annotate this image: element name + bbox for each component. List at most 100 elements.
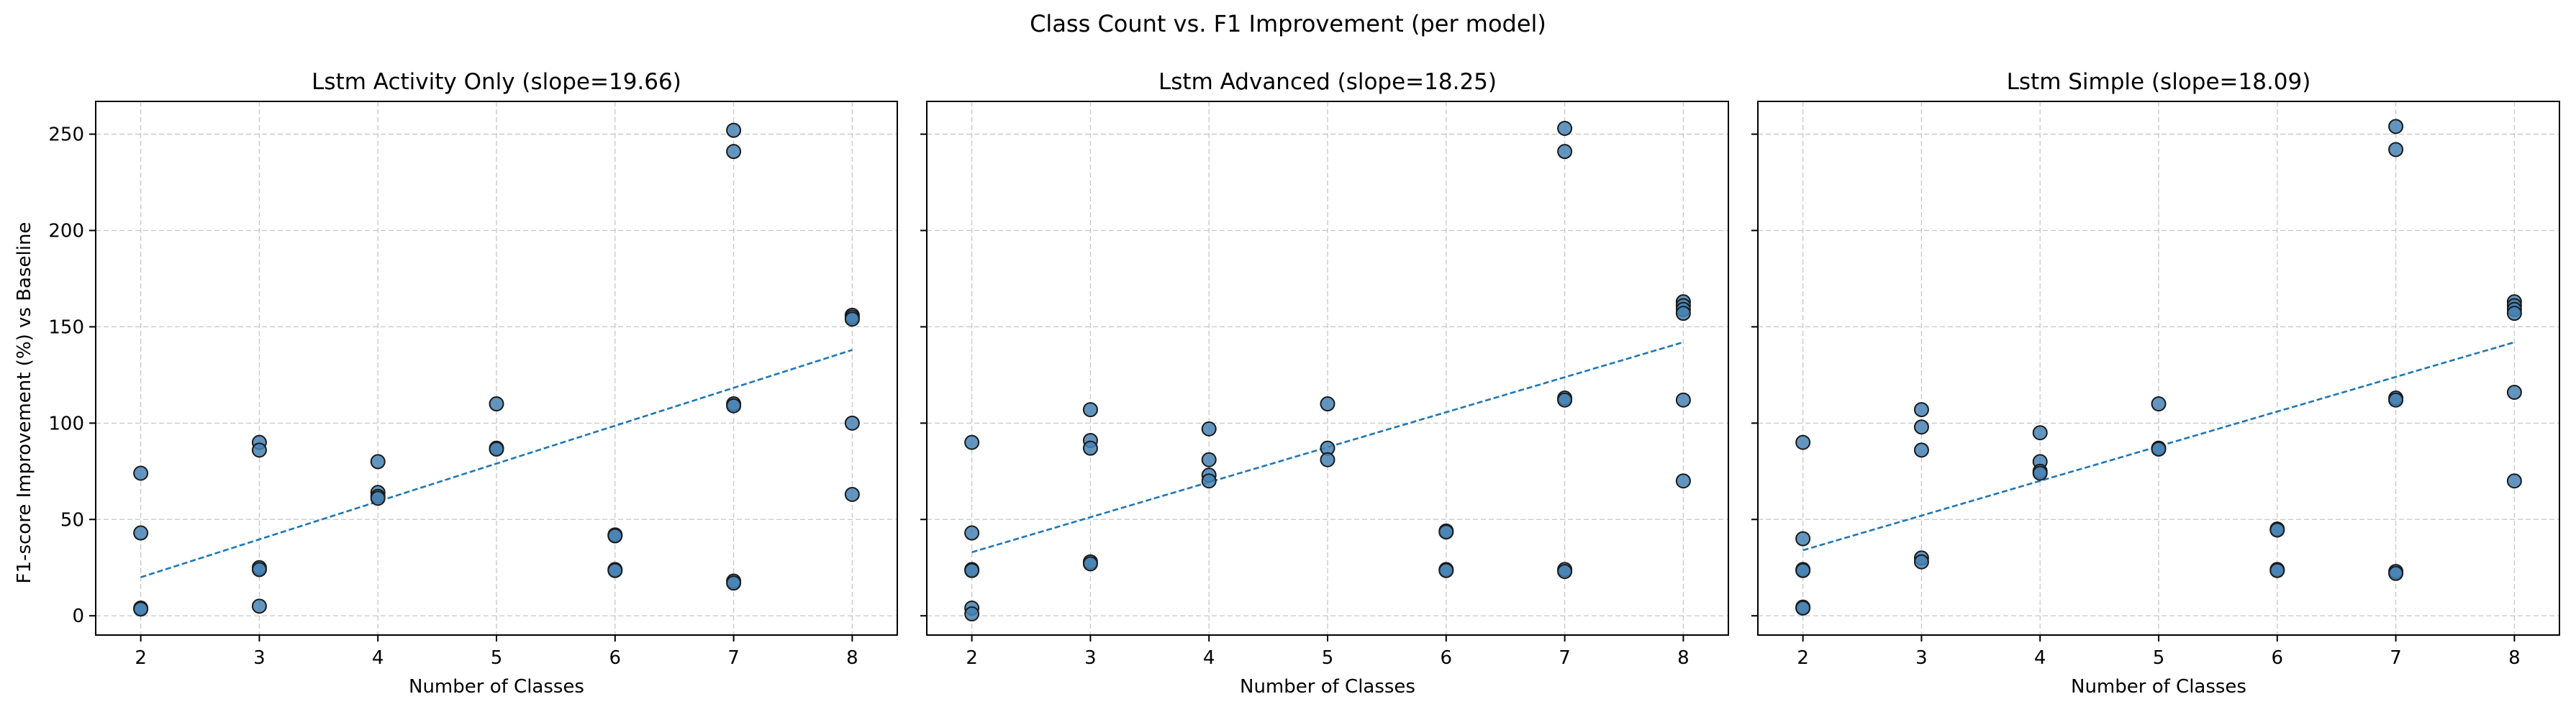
x-tick-label: 3 (1915, 647, 1928, 669)
scatter-point (1082, 556, 1098, 572)
x-tick-label: 3 (1084, 647, 1097, 669)
scatter-point (1201, 452, 1217, 467)
x-tick-label: 2 (135, 647, 147, 669)
scatter-point (2388, 119, 2404, 134)
scatter-point (1557, 564, 1573, 580)
x-tick-label: 2 (1797, 647, 1809, 669)
scatter-point (1795, 531, 1811, 547)
x-tick-label: 6 (2272, 647, 2284, 669)
x-tick-label: 6 (609, 647, 622, 669)
scatter-point (2388, 142, 2404, 158)
scatter-points (964, 121, 1691, 622)
scatter-point (251, 442, 267, 458)
x-tick-label: 5 (1322, 647, 1334, 669)
scatter-point (251, 562, 267, 578)
scatter-point (1675, 306, 1691, 321)
scatter-point (607, 562, 623, 578)
trend-line (140, 349, 853, 578)
scatter-point (726, 398, 742, 414)
scatter-point (1201, 421, 1217, 437)
scatter-point (844, 415, 860, 431)
scatter-point (1320, 396, 1335, 412)
scatter-point (2506, 473, 2522, 489)
y-tick-label: 150 (48, 316, 84, 338)
x-axis-label: Number of Classes (2071, 676, 2246, 698)
y-ticks (920, 133, 927, 617)
shared-y-axis-label: F1-score Improvement (%) vs Baseline (14, 222, 35, 584)
x-ticks: 2 3 4 5 6 7 8 (966, 635, 1690, 669)
scatter-point (1557, 121, 1573, 137)
scatter-point (2032, 425, 2048, 441)
figure-suptitle: Class Count vs. F1 Improvement (per mode… (1030, 10, 1546, 37)
scatter-point (1913, 442, 1929, 458)
scatter-point (726, 122, 742, 138)
y-tick-label: 200 (48, 220, 84, 242)
scatter-point (1675, 473, 1691, 489)
scatter-point (2388, 392, 2404, 408)
scatter-point (1201, 473, 1217, 489)
trend-line-group (1802, 341, 2515, 552)
scatter-point (1913, 554, 1929, 570)
trend-line (971, 341, 1684, 554)
scatter-point (1557, 144, 1573, 160)
scatter-point (370, 454, 386, 470)
scatter-point (1438, 524, 1454, 540)
grid-lines (96, 101, 897, 635)
y-tick-label: 50 (60, 509, 84, 531)
x-tick-label: 4 (2034, 647, 2046, 669)
x-axis-label: Number of Classes (409, 676, 584, 698)
grid-lines (1758, 101, 2559, 635)
subplot-title: Lstm Advanced (slope=18.25) (1158, 69, 1497, 95)
x-tick-label: 2 (966, 647, 978, 669)
scatter-point (1913, 419, 1929, 435)
y-tick-label: 0 (72, 606, 84, 627)
x-tick-label: 7 (1559, 647, 1571, 669)
x-tick-label: 7 (727, 647, 740, 669)
scatter-point (2032, 465, 2048, 481)
y-ticks (1751, 133, 1758, 617)
scatter-point (1320, 452, 1335, 467)
scatter-point (2269, 522, 2285, 538)
trend-line-group (971, 341, 1684, 554)
y-tick-label: 100 (48, 413, 84, 434)
scatter-point (964, 606, 980, 622)
scatter-point (607, 528, 623, 544)
trend-line-group (140, 349, 853, 578)
x-tick-label: 5 (491, 647, 503, 669)
scatter-point (133, 601, 149, 617)
scatter-point (133, 465, 149, 481)
grid-lines (927, 101, 1728, 635)
scatter-point (2151, 442, 2167, 457)
scatter-point (726, 144, 742, 160)
scatter-point (1795, 562, 1811, 578)
scatter-points (1795, 119, 2522, 616)
x-tick-label: 5 (2153, 647, 2165, 669)
scatter-point (844, 486, 860, 502)
y-ticks: 0 50 100 150 200 250 (48, 124, 96, 627)
subplot-1: 2 3 4 5 6 7 8 0 50 100 150 200 250 Lstm Activity On… (48, 69, 898, 698)
scatter-point (964, 562, 980, 578)
trend-line (1802, 341, 2515, 552)
scatter-point (1913, 402, 1929, 418)
subplot-2: 2 3 4 5 6 7 8 Lstm Advanced (slope=18.25) Numb… (920, 69, 1729, 698)
x-tick-label: 8 (1677, 647, 1690, 669)
subplot-title: Lstm Activity Only (slope=19.66) (312, 69, 681, 95)
x-tick-label: 6 (1441, 647, 1453, 669)
scatter-point (2269, 562, 2285, 578)
scatter-point (2506, 384, 2522, 400)
subplot-3: 2 3 4 5 6 7 8 Lstm Simple (slope=18.09) Number… (1751, 69, 2560, 698)
scatter-point (844, 311, 860, 327)
scatter-point (2151, 396, 2167, 412)
scatter-point (1082, 440, 1098, 456)
scatter-point (489, 442, 504, 457)
scatter-point (1082, 402, 1098, 418)
scatter-point (370, 490, 386, 506)
x-ticks: 2 3 4 5 6 7 8 (1797, 635, 2521, 669)
x-axis-label: Number of Classes (1240, 676, 1415, 698)
x-tick-label: 3 (253, 647, 266, 669)
scatter-point (133, 525, 149, 541)
scatter-point (726, 575, 742, 591)
scatter-points (133, 122, 860, 617)
scatter-point (489, 396, 504, 412)
